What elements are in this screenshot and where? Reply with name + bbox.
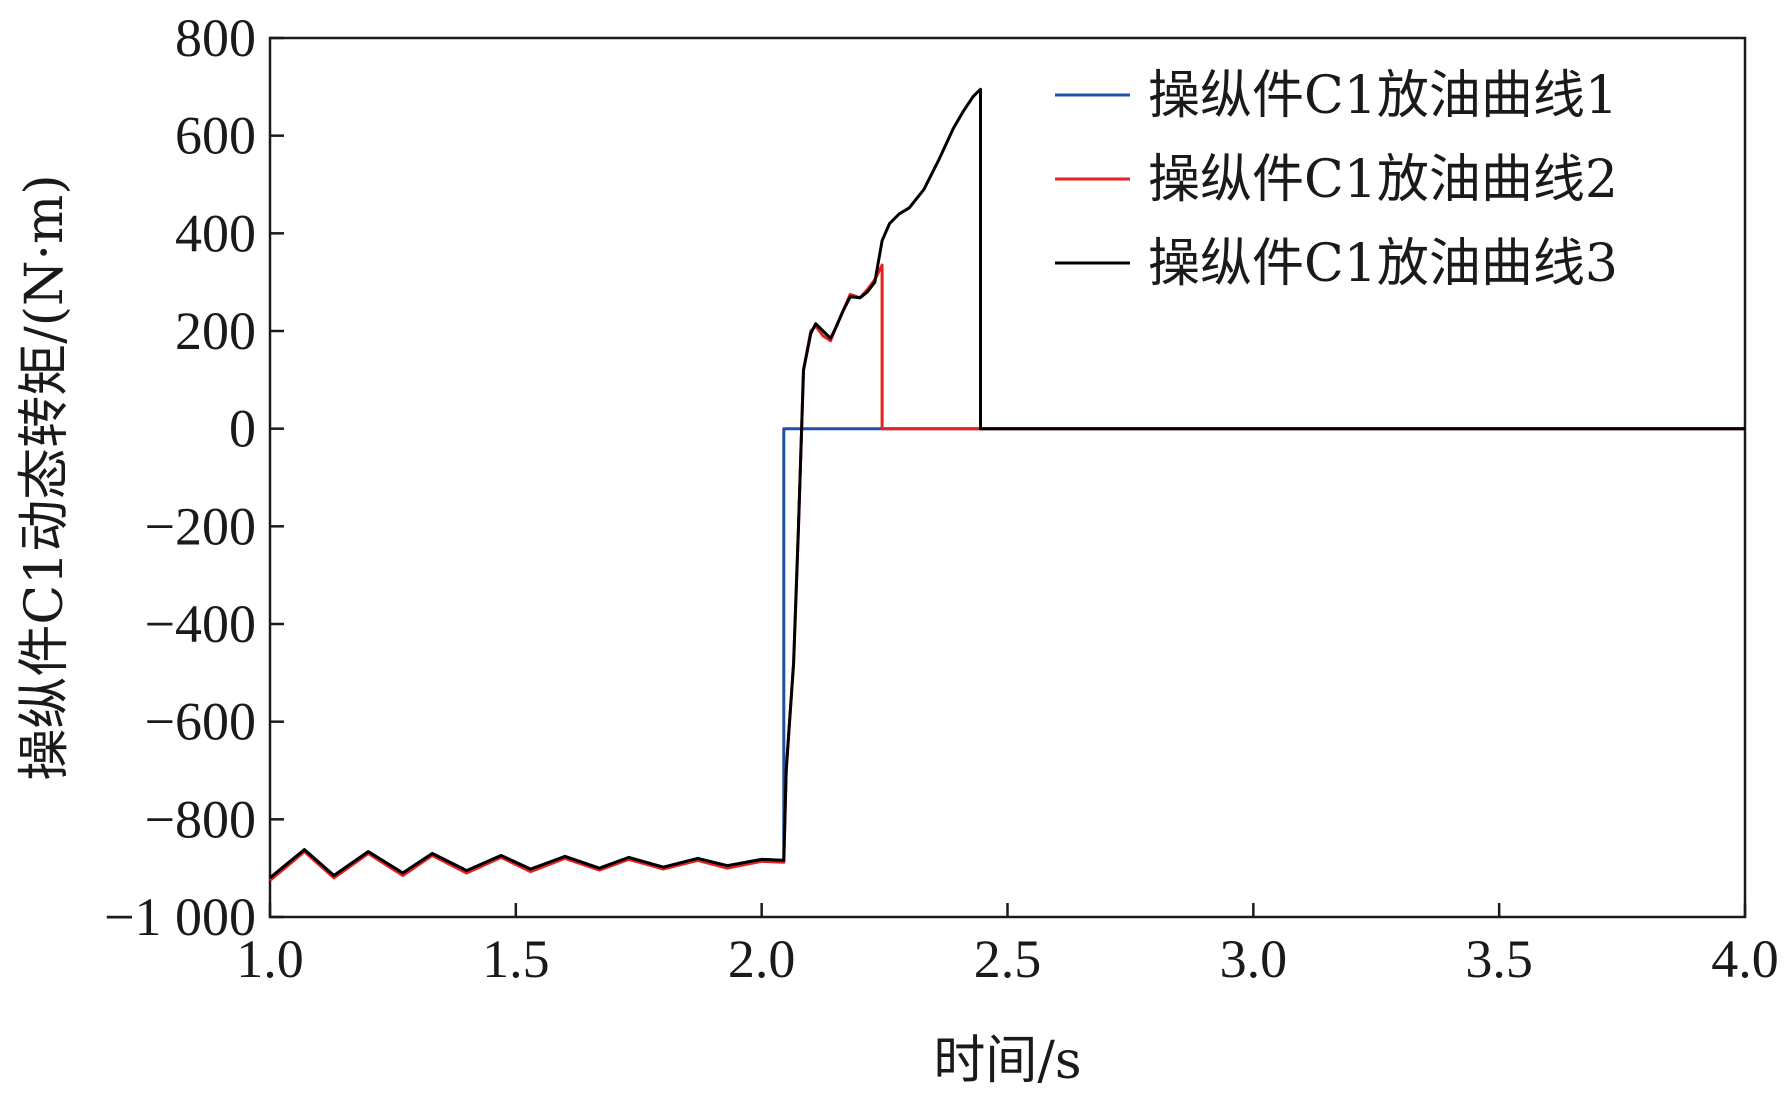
legend-label-1: 操纵件C1放油曲线1 [1148, 66, 1618, 126]
x-tick-label: 2.5 [974, 929, 1042, 989]
x-tick-label: 1.0 [236, 929, 304, 989]
series-line-2 [269, 263, 1745, 882]
y-tick-label: 800 [175, 8, 256, 68]
legend-label-2: 操纵件C1放油曲线2 [1148, 150, 1618, 210]
y-axis-title: 操纵件C1动态转矩/(N·m) [15, 174, 75, 780]
x-tick-label: 3.0 [1220, 929, 1288, 989]
legend-label-3: 操纵件C1放油曲线3 [1148, 234, 1618, 294]
series-line-3 [269, 87, 1745, 880]
y-tick-label: −600 [145, 692, 256, 752]
series-layer [269, 87, 1745, 882]
y-tick-label: −200 [145, 496, 256, 556]
series-line-1 [269, 427, 1745, 880]
y-tick-label: 200 [175, 301, 256, 361]
y-tick-label: 0 [229, 399, 256, 459]
y-tick-label: −800 [145, 789, 256, 849]
y-tick-label: −400 [145, 594, 256, 654]
y-tick-label: 400 [175, 203, 256, 263]
x-axis-title: 时间/s [933, 1031, 1081, 1091]
y-tick-label: 600 [175, 106, 256, 166]
y-axis-ticks: −1 000 −800 −600 −400 −200 0 200 400 600 800 [104, 8, 284, 947]
y-tick-label: −1 000 [104, 887, 256, 947]
x-tick-label: 1.5 [482, 929, 550, 989]
legend: 操纵件C1放油曲线1 操纵件C1放油曲线2 操纵件C1放油曲线3 [1055, 66, 1618, 294]
x-tick-label: 3.5 [1465, 929, 1533, 989]
x-tick-label: 4.0 [1711, 929, 1779, 989]
x-axis-ticks: 1.0 1.5 2.0 2.5 3.0 3.5 4.0 [236, 903, 1779, 989]
x-tick-label: 2.0 [728, 929, 796, 989]
